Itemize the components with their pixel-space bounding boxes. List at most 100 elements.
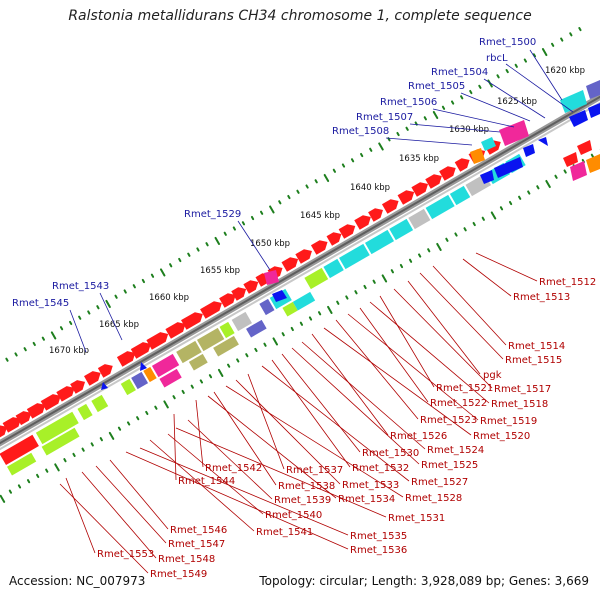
gene-block xyxy=(176,340,202,364)
tick-mark xyxy=(551,42,555,47)
gene-arrow xyxy=(181,312,203,330)
gene-label[interactable]: Rmet_1512 xyxy=(539,277,596,288)
gene-label[interactable]: pgk xyxy=(483,370,502,381)
tick-mark xyxy=(23,347,27,352)
tick-mark xyxy=(450,100,455,105)
kbp-label: 1655 kbp xyxy=(200,266,240,276)
gene-label[interactable]: Rmet_1533 xyxy=(342,480,399,491)
gene-label[interactable]: Rmet_1515 xyxy=(505,355,562,366)
gene-label[interactable]: Rmet_1536 xyxy=(350,545,407,556)
leader-line xyxy=(369,301,490,404)
tick-mark xyxy=(350,158,355,163)
tick-mark xyxy=(241,221,246,226)
tick-mark xyxy=(190,384,194,389)
gene-arrow xyxy=(354,215,371,230)
tick-mark xyxy=(560,37,564,42)
gene-label[interactable]: Rmet_1518 xyxy=(491,399,548,410)
gene-label[interactable]: Rmet_1522 xyxy=(430,398,487,409)
gene-label[interactable]: Rmet_1537 xyxy=(286,465,343,476)
gene-label[interactable]: Rmet_1523 xyxy=(420,415,477,426)
gene-label[interactable]: Rmet_1500 xyxy=(479,37,536,48)
gene-label[interactable]: Rmet_1553 xyxy=(97,549,154,560)
gene-label[interactable]: Rmet_1526 xyxy=(390,431,447,442)
gene-label[interactable]: Rmet_1514 xyxy=(508,341,565,352)
tick-mark xyxy=(336,300,340,305)
gene-label[interactable]: Rmet_1538 xyxy=(278,481,335,492)
gene-label[interactable]: Rmet_1531 xyxy=(388,513,445,524)
gene-label[interactable]: Rmet_1506 xyxy=(380,97,437,108)
kbp-labels: 1620 kbp 1625 kbp 1630 kbp 1635 kbp 1640… xyxy=(49,66,585,356)
gene-label[interactable]: Rmet_1508 xyxy=(332,126,389,137)
gene-label[interactable]: Rmet_1534 xyxy=(338,494,395,505)
tick-mark xyxy=(345,295,349,300)
gene-block xyxy=(131,371,149,390)
gene-block xyxy=(499,120,529,146)
gene-label[interactable]: Rmet_1541 xyxy=(256,527,313,538)
gene-label[interactable]: Rmet_1527 xyxy=(411,477,468,488)
leader-line xyxy=(323,327,472,436)
gene-label[interactable]: Rmet_1548 xyxy=(158,554,215,565)
gene-label[interactable]: Rmet_1545 xyxy=(12,298,69,309)
kbp-label: 1630 kbp xyxy=(449,125,489,135)
gene-label[interactable]: Rmet_1517 xyxy=(494,384,551,395)
gene-label[interactable]: Rmet_1505 xyxy=(408,81,465,92)
upper-gene-labels: Rmet_1500 rbcL Rmet_1504 Rmet_1505 Rmet_… xyxy=(12,37,536,309)
tick-mark xyxy=(163,400,169,409)
leader-line xyxy=(475,252,538,282)
gene-label[interactable]: Rmet_1529 xyxy=(184,209,241,220)
gene-label[interactable]: Rmet_1546 xyxy=(170,525,227,536)
leader-line xyxy=(529,49,563,101)
gene-block xyxy=(188,353,208,371)
gene-label[interactable]: Rmet_1520 xyxy=(473,431,530,442)
tick-mark xyxy=(281,332,285,337)
tick-mark xyxy=(290,326,294,332)
gene-label[interactable]: Rmet_1544 xyxy=(178,476,235,487)
gene-block xyxy=(41,427,80,456)
tick-mark xyxy=(327,305,333,314)
tick-mark xyxy=(287,194,291,200)
gene-label[interactable]: Rmet_1549 xyxy=(150,569,207,580)
leader-line xyxy=(407,280,481,375)
tick-mark xyxy=(569,32,573,37)
tick-mark xyxy=(169,263,173,268)
tick-mark xyxy=(472,221,476,227)
gene-arrow xyxy=(200,301,222,319)
tick-mark xyxy=(305,184,309,189)
gene-label[interactable]: Rmet_1525 xyxy=(421,460,478,471)
gene-label[interactable]: Rmet_1539 xyxy=(274,495,331,506)
leader-line xyxy=(99,292,123,341)
tick-mark xyxy=(408,258,413,263)
gene-label[interactable]: Rmet_1513 xyxy=(513,292,570,303)
gene-label[interactable]: Rmet_1540 xyxy=(265,510,322,521)
gene-label[interactable]: Rmet_1521 xyxy=(436,383,493,394)
leader-line xyxy=(187,419,273,500)
tick-mark xyxy=(14,352,18,357)
tick-mark xyxy=(354,290,358,295)
tick-mark xyxy=(536,185,540,190)
tick-mark xyxy=(381,274,388,283)
gene-label[interactable]: Rmet_1519 xyxy=(480,416,537,427)
gene-tracks xyxy=(0,140,526,476)
gene-label[interactable]: Rmet_1543 xyxy=(52,281,109,292)
gene-label[interactable]: Rmet_1504 xyxy=(431,67,488,78)
gene-label[interactable]: Rmet_1528 xyxy=(405,493,462,504)
gene-label[interactable]: Rmet_1507 xyxy=(356,112,413,123)
gene-block xyxy=(219,321,235,339)
gene-label[interactable]: Rmet_1524 xyxy=(427,445,484,456)
gene-arrow xyxy=(538,137,548,146)
gene-label[interactable]: Rmet_1542 xyxy=(205,463,262,474)
tick-mark xyxy=(208,374,213,379)
leader-line xyxy=(409,123,501,133)
tick-mark xyxy=(50,331,57,340)
gene-block xyxy=(151,353,180,378)
tick-mark xyxy=(117,426,122,431)
gene-label[interactable]: rbcL xyxy=(486,53,508,64)
gene-label[interactable]: Rmet_1535 xyxy=(350,531,407,542)
gene-label[interactable]: Rmet_1547 xyxy=(168,539,225,550)
gene-block xyxy=(408,208,431,230)
gene-label[interactable]: Rmet_1532 xyxy=(352,463,409,474)
gene-arrow xyxy=(439,166,456,181)
gene-label[interactable]: Rmet_1530 xyxy=(362,448,419,459)
tick-mark xyxy=(518,195,522,200)
kbp-label: 1620 kbp xyxy=(545,66,585,76)
